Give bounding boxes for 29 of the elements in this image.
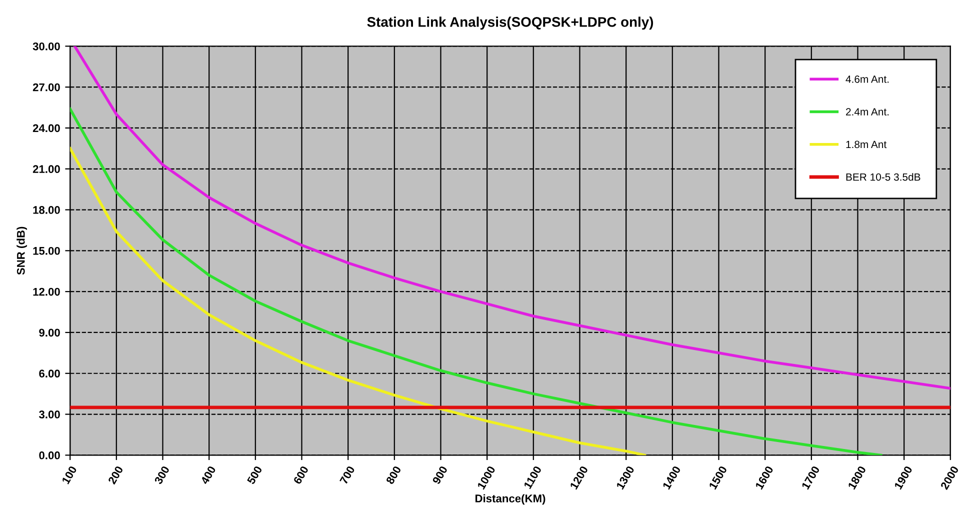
x-tick-label: 300: [154, 465, 170, 485]
x-tick-label: 100: [62, 465, 78, 484]
y-tick-label: 9.00: [39, 328, 60, 337]
x-tick-label: 900: [432, 465, 448, 485]
legend-label: BER 10-5 3.5dB: [846, 173, 920, 181]
x-tick-label: 200: [108, 465, 124, 485]
x-tick-label: 500: [246, 465, 262, 485]
y-tick-label: 27.00: [32, 83, 60, 92]
x-tick-label: 700: [339, 465, 356, 485]
x-tick-label: 800: [386, 465, 402, 485]
y-axis-title: SNR (dB): [16, 226, 27, 275]
x-tick-label: 600: [293, 465, 309, 485]
legend-label: 1.8m Ant: [846, 140, 887, 148]
legend-label: 4.6m Ant.: [846, 75, 889, 83]
y-tick-label: 6.00: [39, 370, 60, 378]
y-tick-label: 21.00: [32, 165, 60, 174]
legend-label: 2.4m Ant.: [846, 108, 889, 116]
line-series: [73, 46, 950, 390]
y-tick-label: 3.00: [38, 410, 60, 418]
chart-title: Station Link Analysis(SOQPSK+LDPC only): [367, 16, 654, 30]
y-tick-label: 12.00: [33, 288, 60, 296]
x-tick-label: 400: [200, 465, 216, 485]
y-tick-label: 15.00: [33, 246, 60, 255]
line-series: [70, 147, 646, 456]
y-tick-label: 30.00: [32, 42, 60, 50]
y-tick-label: 24.00: [32, 124, 60, 132]
y-tick-label: 18.00: [33, 206, 60, 214]
y-tick-label: 0.00: [39, 451, 60, 460]
x-axis-title: Distance(KM): [475, 494, 546, 505]
